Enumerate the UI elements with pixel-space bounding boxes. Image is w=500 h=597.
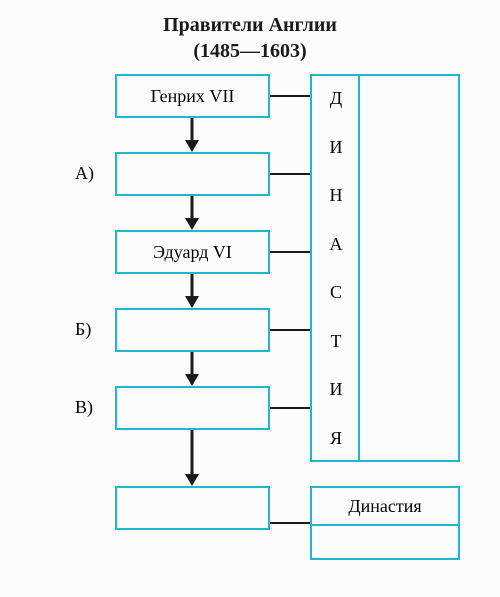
dynasty-column-left bbox=[310, 74, 360, 462]
ruler-box-5 bbox=[115, 486, 270, 530]
ruler-box-0: Генрих VII bbox=[115, 74, 270, 118]
dynasty-letter-0: Д bbox=[326, 88, 346, 109]
ruler-box-1 bbox=[115, 152, 270, 196]
ruler-prefix-1: А) bbox=[75, 163, 94, 184]
ruler-box-2: Эдуард VI bbox=[115, 230, 270, 274]
ruler-prefix-4: В) bbox=[75, 397, 93, 418]
ruler-box-4 bbox=[115, 386, 270, 430]
ruler-box-3 bbox=[115, 308, 270, 352]
dynasty-letter-1: И bbox=[326, 137, 346, 158]
dynasty-column-right bbox=[358, 74, 460, 462]
dynasty-letter-4: С bbox=[326, 282, 346, 303]
dynasty-letter-6: И bbox=[326, 379, 346, 400]
dynasty-bottom-blank bbox=[310, 524, 460, 560]
dynasty-letter-3: А bbox=[326, 234, 346, 255]
dynasty-bottom-label: Династия bbox=[310, 486, 460, 526]
dynasty-letter-5: Т bbox=[326, 331, 346, 352]
dynasty-letter-7: Я bbox=[326, 428, 346, 449]
ruler-prefix-3: Б) bbox=[75, 319, 91, 340]
dynasty-letter-2: Н bbox=[326, 185, 346, 206]
